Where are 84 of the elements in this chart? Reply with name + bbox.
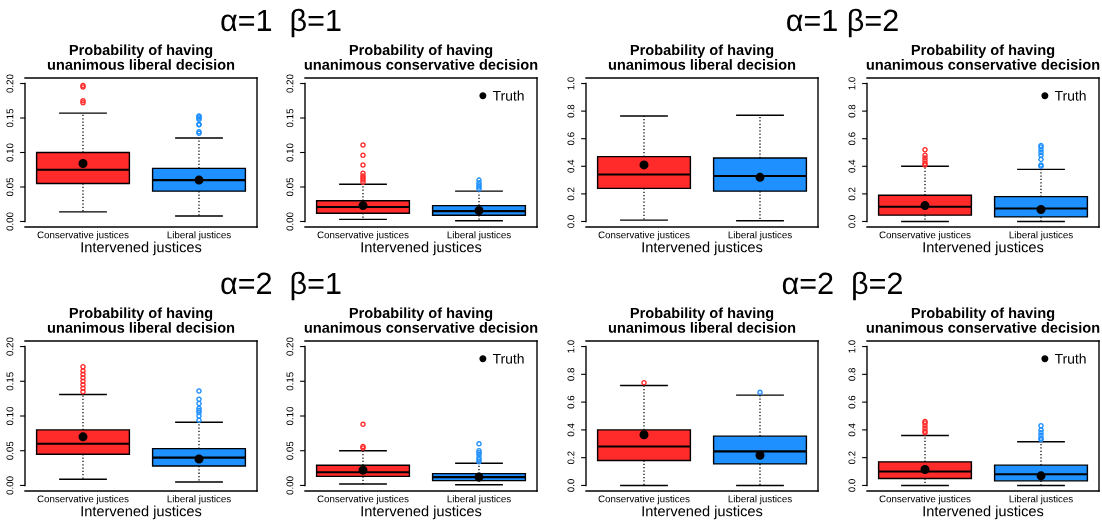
- x-tick-label: Liberal justices: [167, 495, 231, 505]
- chart-title: Probability of having unanimous conservative decision: [866, 44, 1100, 70]
- chart-title: Probability of having unanimous conservative decision: [304, 44, 538, 70]
- chart-subtitle: α=1 β=1: [221, 8, 341, 38]
- legend-label: Truth: [492, 90, 524, 101]
- y-tick-label: 0.8: [848, 368, 856, 381]
- x-axis-title: Intervened justices: [642, 505, 763, 520]
- y-tick-label: 0.4: [848, 159, 856, 173]
- y-tick-label: 0.00: [6, 212, 14, 231]
- chart-title: Probability of having unanimous liberal decision: [608, 44, 796, 70]
- y-tick-label: 0.05: [6, 177, 14, 197]
- y-tick-label: 0.15: [286, 108, 294, 128]
- y-tick-label: 0.6: [848, 132, 856, 146]
- y-tick-label: 0.20: [6, 74, 14, 93]
- x-tick-label: Liberal justices: [447, 495, 511, 505]
- y-tick-label: 0.0: [567, 479, 575, 492]
- y-tick-label: 0.00: [286, 476, 294, 495]
- x-tick-label: Conservative justices: [879, 495, 971, 505]
- legend-label: Truth: [1054, 353, 1086, 364]
- x-tick-label: Conservative justices: [879, 231, 971, 241]
- y-tick-label: 0.6: [848, 395, 856, 409]
- x-tick-label: Conservative justices: [37, 495, 129, 505]
- x-tick-label: Conservative justices: [37, 231, 129, 241]
- chart-subtitle: α=2 β=2: [782, 271, 902, 301]
- y-tick-label: 0.20: [6, 337, 14, 356]
- x-tick-label: Liberal justices: [447, 231, 511, 241]
- legend-label: Truth: [1054, 90, 1086, 101]
- y-tick-label: 1.0: [567, 77, 575, 90]
- x-tick-label: Conservative justices: [598, 495, 690, 505]
- y-tick-label: 0.4: [567, 159, 575, 173]
- y-tick-label: 0.0: [848, 479, 856, 492]
- x-axis-title: Intervened justices: [923, 241, 1044, 256]
- x-tick-label: Liberal justices: [1009, 231, 1073, 241]
- y-tick-label: 0.05: [6, 441, 14, 460]
- y-tick-label: 0.15: [6, 108, 14, 128]
- x-axis-title: Intervened justices: [923, 505, 1044, 520]
- y-tick-label: 0.4: [567, 423, 575, 437]
- y-tick-label: 0.10: [286, 406, 294, 426]
- y-tick-label: 1.0: [848, 77, 856, 90]
- x-tick-label: Conservative justices: [598, 231, 690, 241]
- y-tick-label: 0.10: [286, 143, 294, 162]
- x-axis-title: Intervened justices: [361, 241, 482, 256]
- x-tick-label: Liberal justices: [728, 231, 792, 241]
- y-tick-label: 0.05: [286, 441, 294, 460]
- x-tick-label: Liberal justices: [728, 495, 792, 505]
- y-tick-label: 0.8: [567, 368, 575, 381]
- y-tick-label: 0.00: [286, 212, 294, 231]
- y-tick-label: 0.2: [848, 451, 856, 465]
- x-axis-title: Intervened justices: [81, 505, 202, 520]
- y-tick-label: 0.8: [567, 104, 575, 118]
- legend-label: Truth: [492, 353, 524, 364]
- y-tick-label: 0.2: [567, 187, 575, 201]
- x-tick-label: Conservative justices: [317, 231, 409, 241]
- y-tick-label: 0.4: [848, 423, 856, 437]
- chart-title: Probability of having unanimous liberal decision: [47, 44, 235, 70]
- chart-subtitle: α=2 β=1: [221, 271, 341, 301]
- x-axis-title: Intervened justices: [361, 505, 482, 520]
- y-tick-label: 0.10: [6, 143, 14, 162]
- y-tick-label: 0.0: [848, 215, 856, 228]
- y-tick-label: 0.00: [6, 476, 14, 495]
- y-tick-label: 0.6: [567, 395, 575, 409]
- y-tick-label: 0.0: [567, 215, 575, 228]
- y-tick-label: 0.15: [286, 372, 294, 391]
- chart-subtitle: α=1 β=2: [787, 8, 898, 38]
- y-tick-label: 0.2: [567, 451, 575, 465]
- y-tick-label: 0.15: [6, 372, 14, 391]
- y-tick-label: 1.0: [848, 340, 856, 353]
- chart-title: Probability of having unanimous conservative decision: [304, 307, 538, 333]
- y-tick-label: 0.05: [286, 177, 294, 197]
- chart-title: Probability of having unanimous conservative decision: [866, 307, 1100, 333]
- x-axis-title: Intervened justices: [642, 241, 763, 256]
- x-tick-label: Conservative justices: [317, 495, 409, 505]
- y-tick-label: 0.8: [848, 104, 856, 118]
- y-tick-label: 0.20: [286, 74, 294, 93]
- chart-title: Probability of having unanimous liberal decision: [608, 307, 796, 333]
- y-tick-label: 0.2: [848, 187, 856, 201]
- y-tick-label: 1.0: [567, 340, 575, 353]
- chart-title: Probability of having unanimous liberal decision: [47, 307, 235, 333]
- y-tick-label: 0.6: [567, 132, 575, 146]
- x-axis-title: Intervened justices: [81, 241, 202, 256]
- y-tick-label: 0.20: [286, 337, 294, 356]
- x-tick-label: Liberal justices: [167, 231, 231, 241]
- y-tick-label: 0.10: [6, 406, 14, 426]
- x-tick-label: Liberal justices: [1009, 495, 1073, 505]
